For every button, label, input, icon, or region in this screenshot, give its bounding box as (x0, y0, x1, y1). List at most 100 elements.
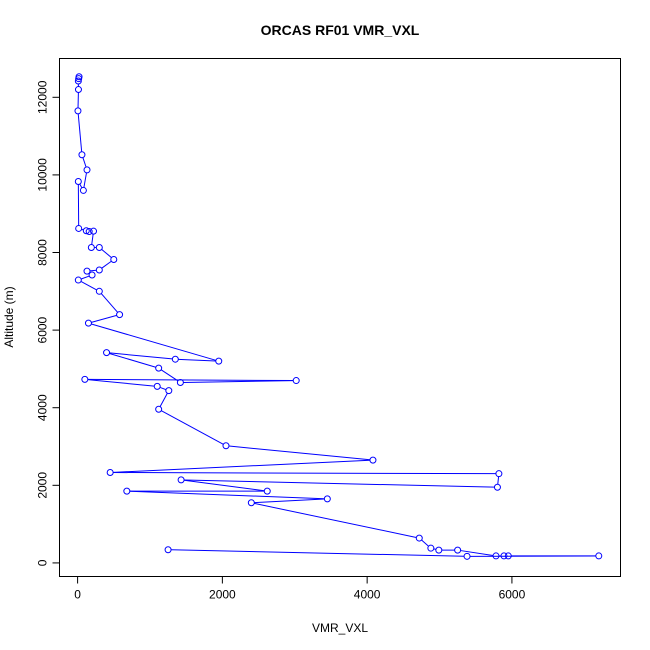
data-point (171, 355, 179, 363)
series-segment (159, 393, 168, 407)
series-segment (83, 172, 87, 188)
data-point (153, 382, 161, 390)
data-point (463, 552, 471, 560)
x-tick-label: 0 (74, 588, 81, 602)
series-segment (228, 445, 370, 461)
data-point (116, 311, 124, 319)
x-tick-label: 4000 (354, 588, 381, 602)
series-segment (421, 539, 429, 547)
y-tick-label: 0 (36, 559, 50, 566)
data-point (75, 224, 83, 232)
series-segment (80, 281, 97, 291)
series-segment (91, 323, 217, 361)
series-segment (109, 352, 156, 368)
series-segment (254, 502, 417, 538)
data-point (177, 476, 185, 484)
series-points (74, 73, 603, 560)
x-axis-label: VMR_VXL (312, 621, 368, 635)
data-point (90, 227, 98, 235)
data-point (95, 243, 103, 251)
series-segment (87, 379, 155, 387)
series-segment (184, 479, 265, 492)
data-point (74, 178, 82, 186)
data-point (78, 151, 86, 159)
data-point (595, 552, 603, 560)
y-tick-label: 6000 (36, 316, 50, 343)
y-tick-label: 4000 (36, 394, 50, 421)
series-segment (82, 157, 87, 168)
data-point (222, 442, 230, 450)
data-point (500, 552, 508, 560)
x-axis: 0 2000 4000 6000 (74, 576, 526, 602)
data-point (85, 228, 93, 236)
series-segment (184, 479, 495, 488)
data-point (83, 267, 91, 275)
data-point (176, 378, 184, 386)
series-segment (159, 386, 167, 391)
data-point (454, 546, 462, 554)
series-segment (460, 550, 494, 556)
y-tick-label: 2000 (36, 472, 50, 499)
data-point (155, 364, 163, 372)
y-axis-label: Altitude (m) (2, 286, 16, 347)
data-point (415, 534, 423, 542)
data-point (75, 75, 83, 83)
y-axis: 0 2000 4000 6000 8000 10000 12000 (36, 80, 60, 566)
data-point (369, 456, 377, 464)
data-point (123, 487, 131, 495)
data-point (106, 469, 114, 477)
series-segment (100, 293, 118, 313)
series-segment (129, 490, 325, 500)
data-point (95, 287, 103, 295)
chart-title: ORCAS RF01 VMR_VXL (261, 22, 420, 38)
data-point (88, 271, 96, 279)
data-point (155, 405, 163, 413)
series-segment (79, 183, 83, 189)
series-segment (87, 378, 294, 382)
data-point (95, 266, 103, 274)
series-segment (89, 269, 97, 272)
data-point (83, 166, 91, 174)
x-tick-label: 6000 (499, 588, 526, 602)
y-tick-label: 8000 (36, 239, 50, 266)
series-segment (161, 410, 224, 445)
series-segment (171, 549, 465, 557)
data-point (87, 243, 95, 251)
x-tick-label: 2000 (209, 588, 236, 602)
data-point (504, 552, 512, 560)
data-point (82, 227, 90, 235)
series-segment (91, 234, 94, 245)
series-segment (160, 369, 179, 382)
data-point (435, 546, 443, 554)
data-point (292, 377, 300, 385)
data-point (495, 470, 503, 478)
plot-frame (59, 58, 621, 577)
series-segment (91, 314, 117, 323)
data-point (110, 255, 118, 263)
series-segment (178, 358, 216, 362)
data-point (74, 276, 82, 284)
data-point (79, 186, 87, 194)
series-segment (77, 113, 83, 152)
data-point (215, 357, 223, 365)
series-lines (77, 83, 596, 557)
y-tick-label: 10000 (36, 158, 50, 192)
data-point (81, 375, 89, 383)
series-segment (113, 459, 370, 473)
data-point (323, 495, 331, 503)
series-segment (113, 472, 496, 475)
series-segment (80, 275, 90, 280)
data-point (84, 319, 92, 327)
data-point (165, 387, 173, 395)
series-segment (101, 248, 112, 258)
data-point (164, 546, 172, 554)
series-segment (109, 352, 173, 360)
series-segment (101, 260, 112, 269)
data-point (427, 544, 435, 552)
data-point (103, 349, 111, 357)
series-segment (497, 476, 500, 485)
data-point (247, 499, 255, 507)
data-point (74, 107, 82, 115)
